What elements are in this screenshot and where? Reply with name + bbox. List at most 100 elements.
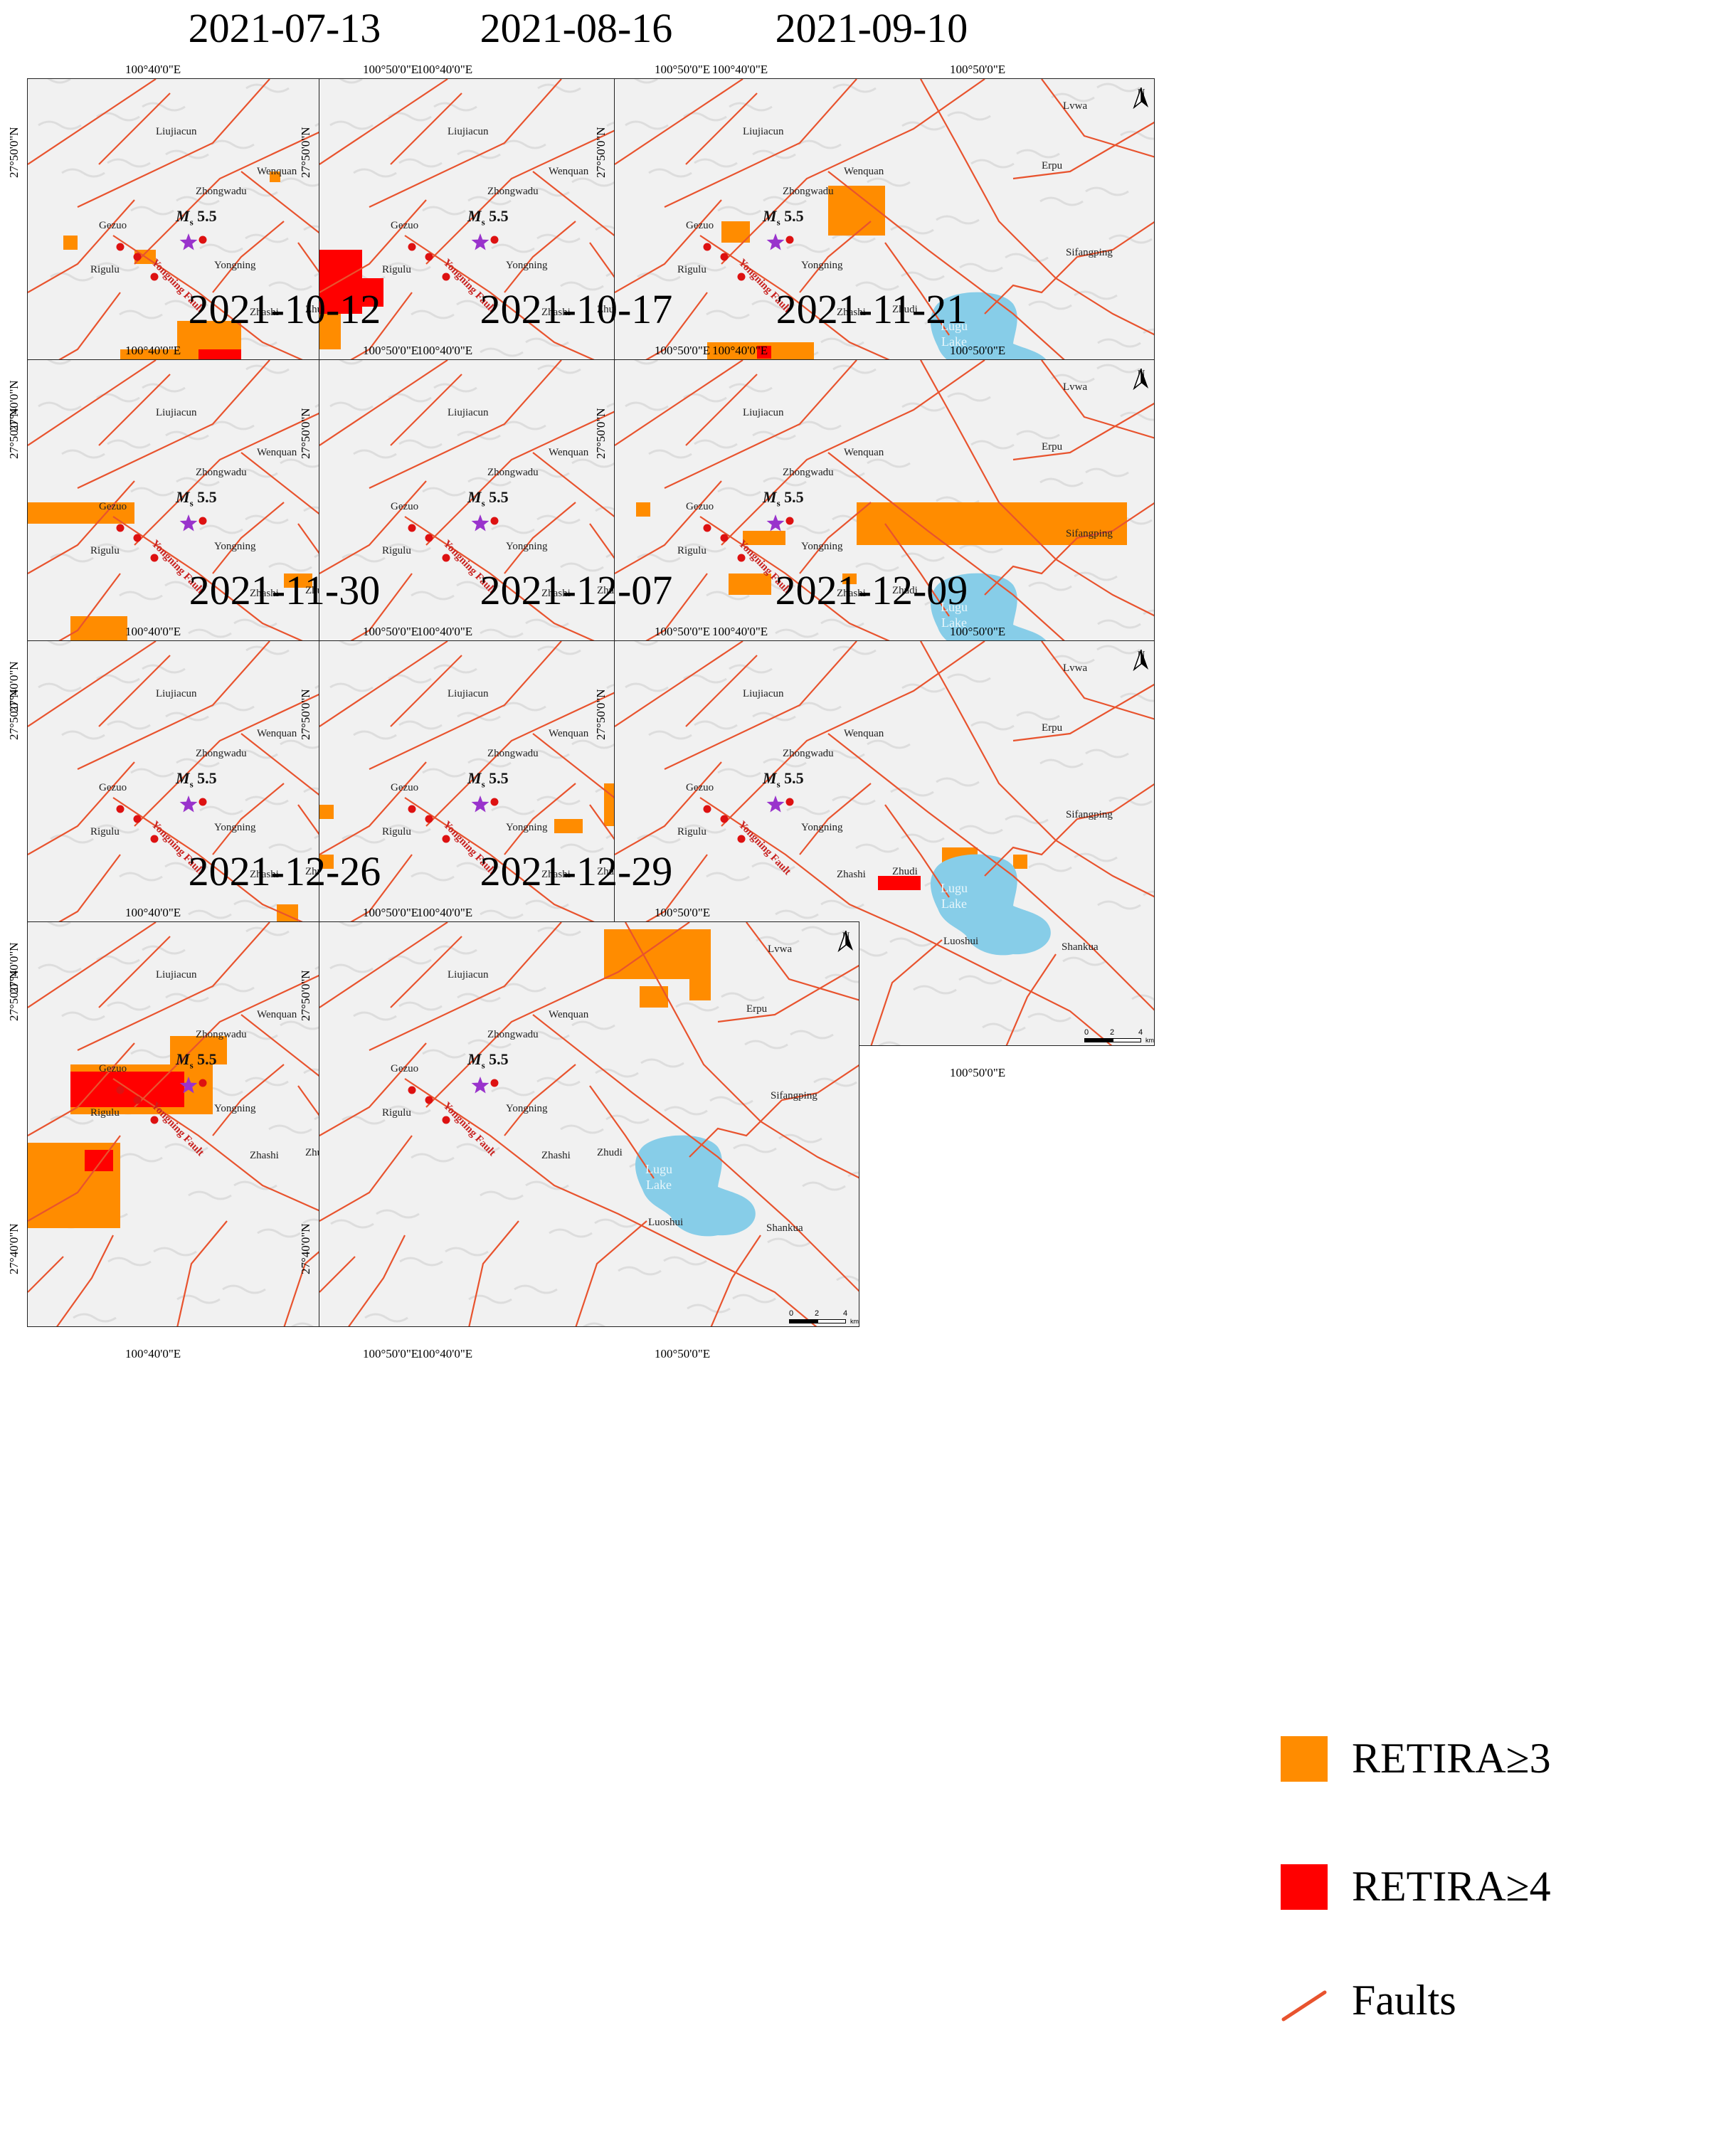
fault-line-1 <box>77 641 270 770</box>
fault-line-5 <box>1012 121 1154 180</box>
lon-tick-top-2: 100°50'0"E <box>363 344 419 357</box>
north-arrow-icon <box>1133 369 1148 390</box>
fault-line-18 <box>685 93 758 165</box>
fault-line-5 <box>1012 402 1154 461</box>
aftershock-dot-3 <box>490 517 499 525</box>
fault-line-4 <box>920 641 1154 898</box>
place-liujiacun: Liujiacun <box>743 688 784 699</box>
magnitude-label: Ms 5.5 <box>763 488 804 509</box>
place-lvwa: Lvwa <box>768 944 793 955</box>
place-zhashi: Zhashi <box>541 588 571 599</box>
fault-line-16 <box>799 502 872 574</box>
fault-line-0 <box>319 79 448 165</box>
fault-line-1 <box>77 79 270 208</box>
retira3-cell-0 <box>604 929 711 979</box>
aftershock-dot-0 <box>408 805 416 813</box>
fault-line-2 <box>721 79 985 265</box>
lat-tick-left-2: 27°40'0"N <box>299 1223 312 1274</box>
fault-line-16 <box>212 783 285 855</box>
fault-line-1 <box>369 922 562 1051</box>
panel-date-title: 2021-12-29 <box>480 848 673 894</box>
place-yongning: Yongning <box>506 541 548 552</box>
fault-line-18 <box>98 374 171 446</box>
panel-date-title: 2021-10-12 <box>188 286 381 332</box>
aftershock-dot-0 <box>703 524 711 532</box>
fault-line-6 <box>1041 79 1154 158</box>
lon-tick-bottom-1: 100°40'0"E <box>417 1347 473 1360</box>
aftershock-dot-3 <box>199 517 207 525</box>
fault-line-6 <box>1041 360 1154 439</box>
fault-line-17 <box>984 810 1113 877</box>
fault-line-16 <box>212 502 285 574</box>
fault-line-16 <box>504 1064 576 1136</box>
place-zhudi: Zhudi <box>597 1147 623 1158</box>
legend: RETIRA≥3 RETIRA≥4 Faults <box>1274 1729 1672 2028</box>
retira4-cell-1 <box>878 876 921 890</box>
epicenter-star-icon <box>179 514 198 532</box>
aftershock-dot-1 <box>425 534 433 542</box>
place-sifangping: Sifangping <box>771 1090 817 1101</box>
fault-line-17 <box>689 1092 818 1158</box>
fault-line-0 <box>615 360 743 446</box>
scale-bar: 0 2 4 km <box>1084 1028 1154 1044</box>
epicenter-star-icon <box>471 233 489 250</box>
aftershock-dot-0 <box>408 1086 416 1094</box>
aftershock-dot-1 <box>133 1096 142 1104</box>
fault-line-1 <box>369 360 562 489</box>
place-wenquan: Wenquan <box>549 1009 589 1020</box>
fault-line-18 <box>390 936 462 1008</box>
place-zhudi: Zhudi <box>892 304 918 315</box>
place-yongning: Yongning <box>506 260 548 271</box>
fault-line-7 <box>28 199 135 293</box>
fault-line-7 <box>615 761 722 855</box>
aftershock-dot-1 <box>133 815 142 823</box>
lat-tick-left-1: 27°50'0"N <box>299 689 312 740</box>
place-luoshui: Luoshui <box>648 1217 684 1228</box>
north-arrow-icon <box>1133 88 1148 109</box>
place-erpu: Erpu <box>1042 441 1063 453</box>
fault-line-18 <box>390 93 462 165</box>
fault-line-0 <box>28 922 157 1008</box>
fault-line-7 <box>615 199 722 293</box>
aftershock-dot-1 <box>720 815 729 823</box>
aftershock-dot-2 <box>150 835 159 843</box>
panel-date-title: 2021-09-10 <box>775 5 968 51</box>
place-zhongwadu: Zhongwadu <box>196 1029 247 1040</box>
fault-line-0 <box>28 641 157 727</box>
aftershock-dot-3 <box>199 236 207 244</box>
place-yongning: Yongning <box>801 822 843 833</box>
epicenter-star-icon <box>766 796 785 813</box>
epicenter-star-icon <box>471 514 489 532</box>
panel-date-title: 2021-11-21 <box>776 286 968 332</box>
place-liujiacun: Liujiacun <box>448 688 489 699</box>
fault-line-8 <box>699 797 1113 1045</box>
lat-tick-left-2: 27°40'0"N <box>7 1223 21 1274</box>
panel-date-title: 2021-12-26 <box>188 848 381 894</box>
epicenter-star-icon <box>179 796 198 813</box>
aftershock-dot-2 <box>737 835 746 843</box>
aftershock-dot-0 <box>116 805 125 813</box>
place-rigulu: Rigulu <box>677 826 706 837</box>
fault-line-5 <box>1012 683 1154 742</box>
north-arrow: N <box>1133 369 1150 390</box>
place-zhongwadu: Zhongwadu <box>196 186 247 197</box>
aftershock-dot-1 <box>133 534 142 542</box>
place-wenquan: Wenquan <box>257 1009 297 1020</box>
lake-label: Lugu Lake <box>941 319 968 349</box>
place-gezuo: Gezuo <box>686 220 714 231</box>
legend-item-retira4: RETIRA≥4 <box>1274 1857 1672 1914</box>
fault-line-10 <box>468 1220 519 1326</box>
retira3-cell-2 <box>1013 855 1027 869</box>
fault-line-12 <box>1005 953 1057 1045</box>
aftershock-dot-3 <box>490 798 499 806</box>
fault-line-7 <box>319 761 427 855</box>
aftershock-dot-2 <box>442 835 450 843</box>
fault-line-1 <box>664 79 857 208</box>
place-zhongwadu: Zhongwadu <box>487 1029 539 1040</box>
aftershock-dot-2 <box>442 273 450 281</box>
fault-line-17 <box>984 248 1113 315</box>
fault-line-icon <box>1281 1990 1327 2021</box>
aftershock-dot-2 <box>737 273 746 281</box>
place-yongning: Yongning <box>801 260 843 271</box>
fault-line-19 <box>589 1085 655 1179</box>
